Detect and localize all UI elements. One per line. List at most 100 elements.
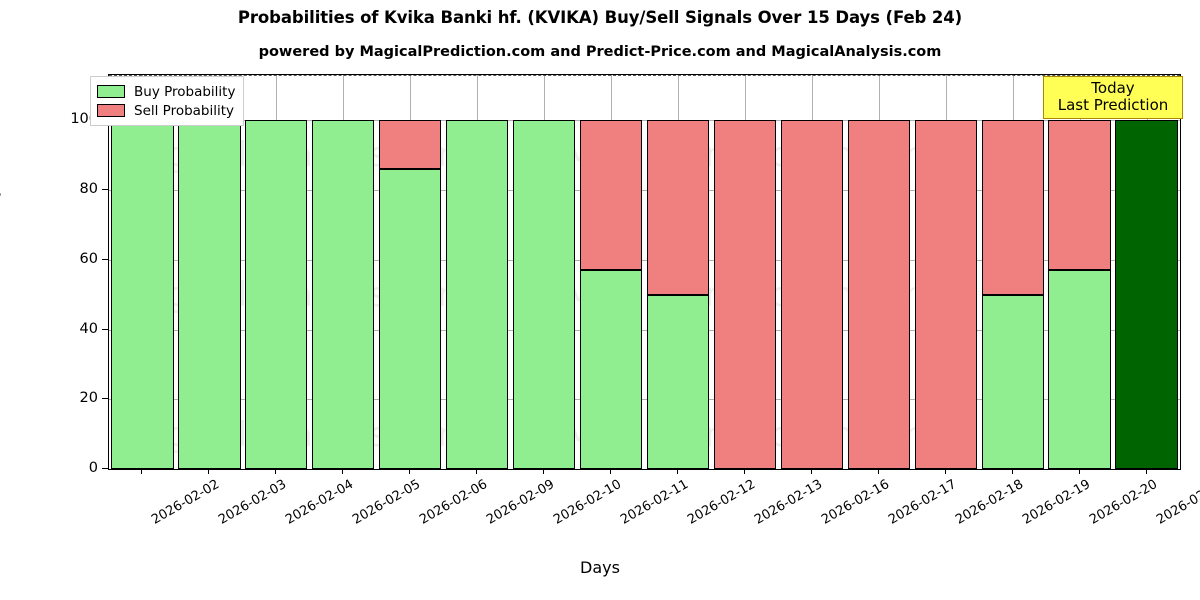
y-axis-label: Probability [0,187,1,272]
today-annotation: Today Last Prediction [1043,76,1183,119]
y-tick-mark [102,189,108,191]
bar-segment-buy [178,120,241,469]
gridline-horizontal [109,120,1180,122]
y-tick-mark [102,468,108,469]
bar-segment-sell [914,120,977,469]
bar-2026-02-05[interactable] [312,75,375,469]
x-tick-mark [409,468,411,474]
bar-2026-02-23[interactable] [1115,75,1178,469]
y-tick-mark [102,258,108,260]
bar-segment-sell [713,120,777,469]
bar-segment-sell [579,120,643,271]
bar-2026-02-02[interactable] [111,75,174,469]
legend-swatch-buy-icon [97,85,125,98]
y-tick-label: 20 [79,390,98,407]
bar-segment-buy [245,120,308,469]
x-tick-label: 2026-02-04 [283,477,357,528]
bar-2026-02-20[interactable] [1048,75,1111,469]
gridline-horizontal [109,259,1180,261]
legend-label-sell: Sell Probability [134,102,235,119]
x-tick-label: 2026-02-05 [350,477,424,528]
x-tick-label: 2026-02-13 [752,477,825,528]
bar-segment-sell [981,120,1044,295]
x-tick-mark [476,468,478,474]
bar-segment-sell [646,120,710,295]
y-tick-label: 80 [79,181,98,198]
x-tick-mark [944,468,946,474]
legend-swatch-sell-icon [97,104,125,117]
bar-2026-02-04[interactable] [245,75,308,469]
bar-segment-sell [379,120,442,170]
x-tick-mark [543,468,545,474]
bar-segment-buy [646,294,710,469]
y-tick-mark [102,398,108,400]
bar-segment-buy [512,120,576,469]
today-annotation-line1: Today [1091,79,1135,97]
x-tick-mark [676,468,678,474]
y-tick-mark [102,328,108,330]
reference-line [109,75,1180,76]
bar-segment-buy [312,120,375,469]
x-tick-mark [610,468,612,474]
y-tick-label: 0 [88,460,98,476]
x-tick-label: 2026-02-23 [1153,477,1200,528]
gridline-horizontal [109,399,1180,401]
x-axis-label: Days [580,558,620,577]
bar-segment-buy [379,169,442,469]
x-tick-label: 2026-02-06 [417,477,491,528]
x-tick-label: 2026-02-03 [216,477,290,528]
x-tick-label: 2026-02-12 [685,477,759,528]
bar-segment-sell [1048,120,1111,271]
x-tick-mark [275,468,277,474]
legend-item-sell: Sell Probability [97,101,235,120]
bar-2026-02-18[interactable] [914,75,977,469]
x-tick-label: 2026-02-20 [1086,477,1160,528]
bar-2026-02-12[interactable] [646,75,710,469]
x-tick-label: 2026-02-16 [818,477,892,528]
bar-2026-02-11[interactable] [579,75,643,469]
chart-subtitle: powered by MagicalPrediction.com and Pre… [258,44,942,60]
chart-title: Probabilities of Kvika Banki hf. (KVIKA)… [237,8,963,27]
x-tick-label: 2026-02-18 [952,477,1026,528]
gridline-horizontal [109,190,1180,192]
bar-segment-buy [111,120,174,469]
bar-segment-sell [847,120,910,469]
x-tick-mark [342,468,344,474]
bar-2026-02-06[interactable] [379,75,442,469]
y-tick-label: 40 [79,320,98,337]
bar-2026-02-17[interactable] [847,75,910,469]
bar-segment-sell [780,120,843,469]
y-tick-label: 60 [79,250,98,267]
x-tick-label: 2026-02-19 [1019,477,1093,528]
bar-2026-02-09[interactable] [446,75,509,469]
bar-2026-02-10[interactable] [512,75,576,469]
x-tick-mark [1078,468,1080,474]
bar-2026-02-16[interactable] [780,75,843,469]
x-tick-mark [141,468,143,474]
bar-2026-02-03[interactable] [178,75,241,469]
bar-segment-buy [1048,270,1111,469]
chart-legend: Buy Probability Sell Probability [90,76,245,126]
bar-2026-02-19[interactable] [981,75,1044,469]
bar-segment-buy [981,294,1044,469]
x-tick-mark [1145,468,1147,474]
x-tick-label: 2026-02-17 [885,477,959,528]
bar-segment-buy [446,120,509,469]
bar-segment-buy [1115,120,1178,469]
bar-segment-buy [579,270,643,469]
legend-label-buy: Buy Probability [134,83,236,100]
x-tick-mark [743,468,745,474]
x-tick-mark [877,468,879,474]
x-tick-mark [1011,468,1013,474]
today-annotation-line2: Last Prediction [1057,95,1169,114]
x-tick-mark [810,468,812,474]
bar-2026-02-13[interactable] [713,75,777,469]
x-tick-mark [208,468,210,474]
legend-item-buy: Buy Probability [97,82,235,101]
x-tick-label: 2026-02-09 [484,477,558,528]
x-tick-label: 2026-02-02 [149,477,223,528]
x-tick-label: 2026-02-11 [618,477,692,528]
plot-area: MagicalAnalysis.comMagicaPrediction.comM… [108,74,1181,470]
x-tick-label: 2026-02-10 [551,477,625,528]
